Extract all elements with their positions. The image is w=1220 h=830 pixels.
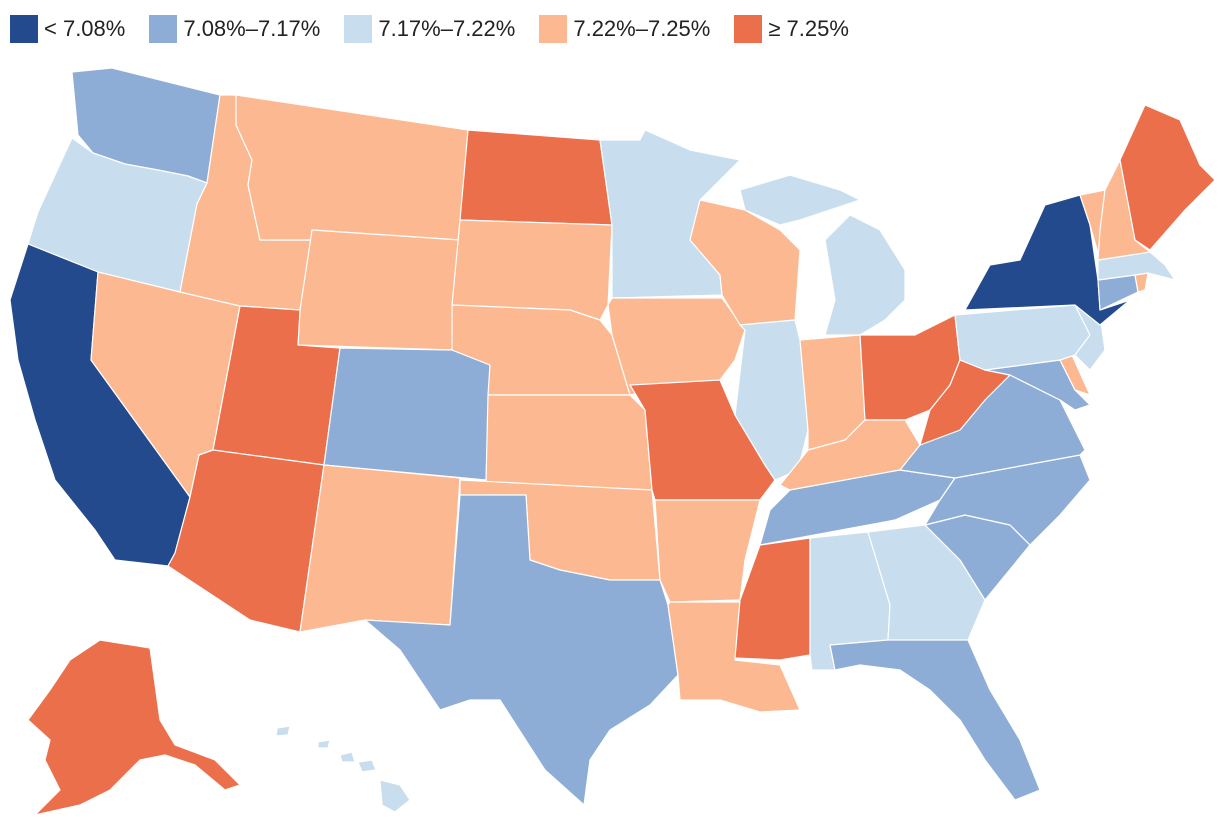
legend-swatch xyxy=(539,15,568,43)
state-rhode-island[interactable] xyxy=(1134,272,1149,293)
state-new-mexico[interactable] xyxy=(299,464,461,633)
legend-swatch xyxy=(734,15,763,43)
legend-item-bin-0: < 7.08% xyxy=(10,15,125,43)
legend-item-bin-3: 7.22%–7.25% xyxy=(539,15,710,43)
state-south-dakota[interactable] xyxy=(451,219,613,321)
state-michigan[interactable] xyxy=(739,174,906,336)
state-florida[interactable] xyxy=(829,639,1041,801)
state-kansas[interactable] xyxy=(485,394,653,491)
legend-swatch xyxy=(10,15,38,43)
state-massachusetts[interactable] xyxy=(1097,251,1176,281)
state-montana[interactable] xyxy=(235,94,469,241)
state-colorado[interactable] xyxy=(323,347,491,481)
state-north-dakota[interactable] xyxy=(459,129,613,226)
legend-label: 7.08%–7.17% xyxy=(183,16,321,41)
state-maine[interactable] xyxy=(1119,104,1216,251)
state-new-york[interactable] xyxy=(964,194,1131,326)
legend-swatch xyxy=(344,15,373,43)
legend-item-bin-2: 7.17%–7.22% xyxy=(344,15,515,43)
legend-label: 7.22%–7.25% xyxy=(573,16,711,41)
legend-item-bin-1: 7.08%–7.17% xyxy=(149,15,320,43)
legend-label: < 7.08% xyxy=(44,16,126,41)
state-alaska[interactable] xyxy=(27,639,241,816)
legend: < 7.08% 7.08%–7.17% 7.17%–7.22% 7.22%–7.… xyxy=(10,14,873,44)
state-texas[interactable] xyxy=(364,494,679,806)
state-iowa[interactable] xyxy=(607,297,746,396)
legend-label: ≥ 7.25% xyxy=(768,16,849,41)
legend-item-bin-4: ≥ 7.25% xyxy=(734,15,849,43)
state-wyoming[interactable] xyxy=(297,229,461,351)
state-hawaii[interactable] xyxy=(275,725,411,813)
state-illinois[interactable] xyxy=(734,319,809,481)
state-north-carolina[interactable] xyxy=(924,454,1091,546)
legend-label: 7.17%–7.22% xyxy=(378,16,516,41)
legend-swatch xyxy=(149,15,178,43)
